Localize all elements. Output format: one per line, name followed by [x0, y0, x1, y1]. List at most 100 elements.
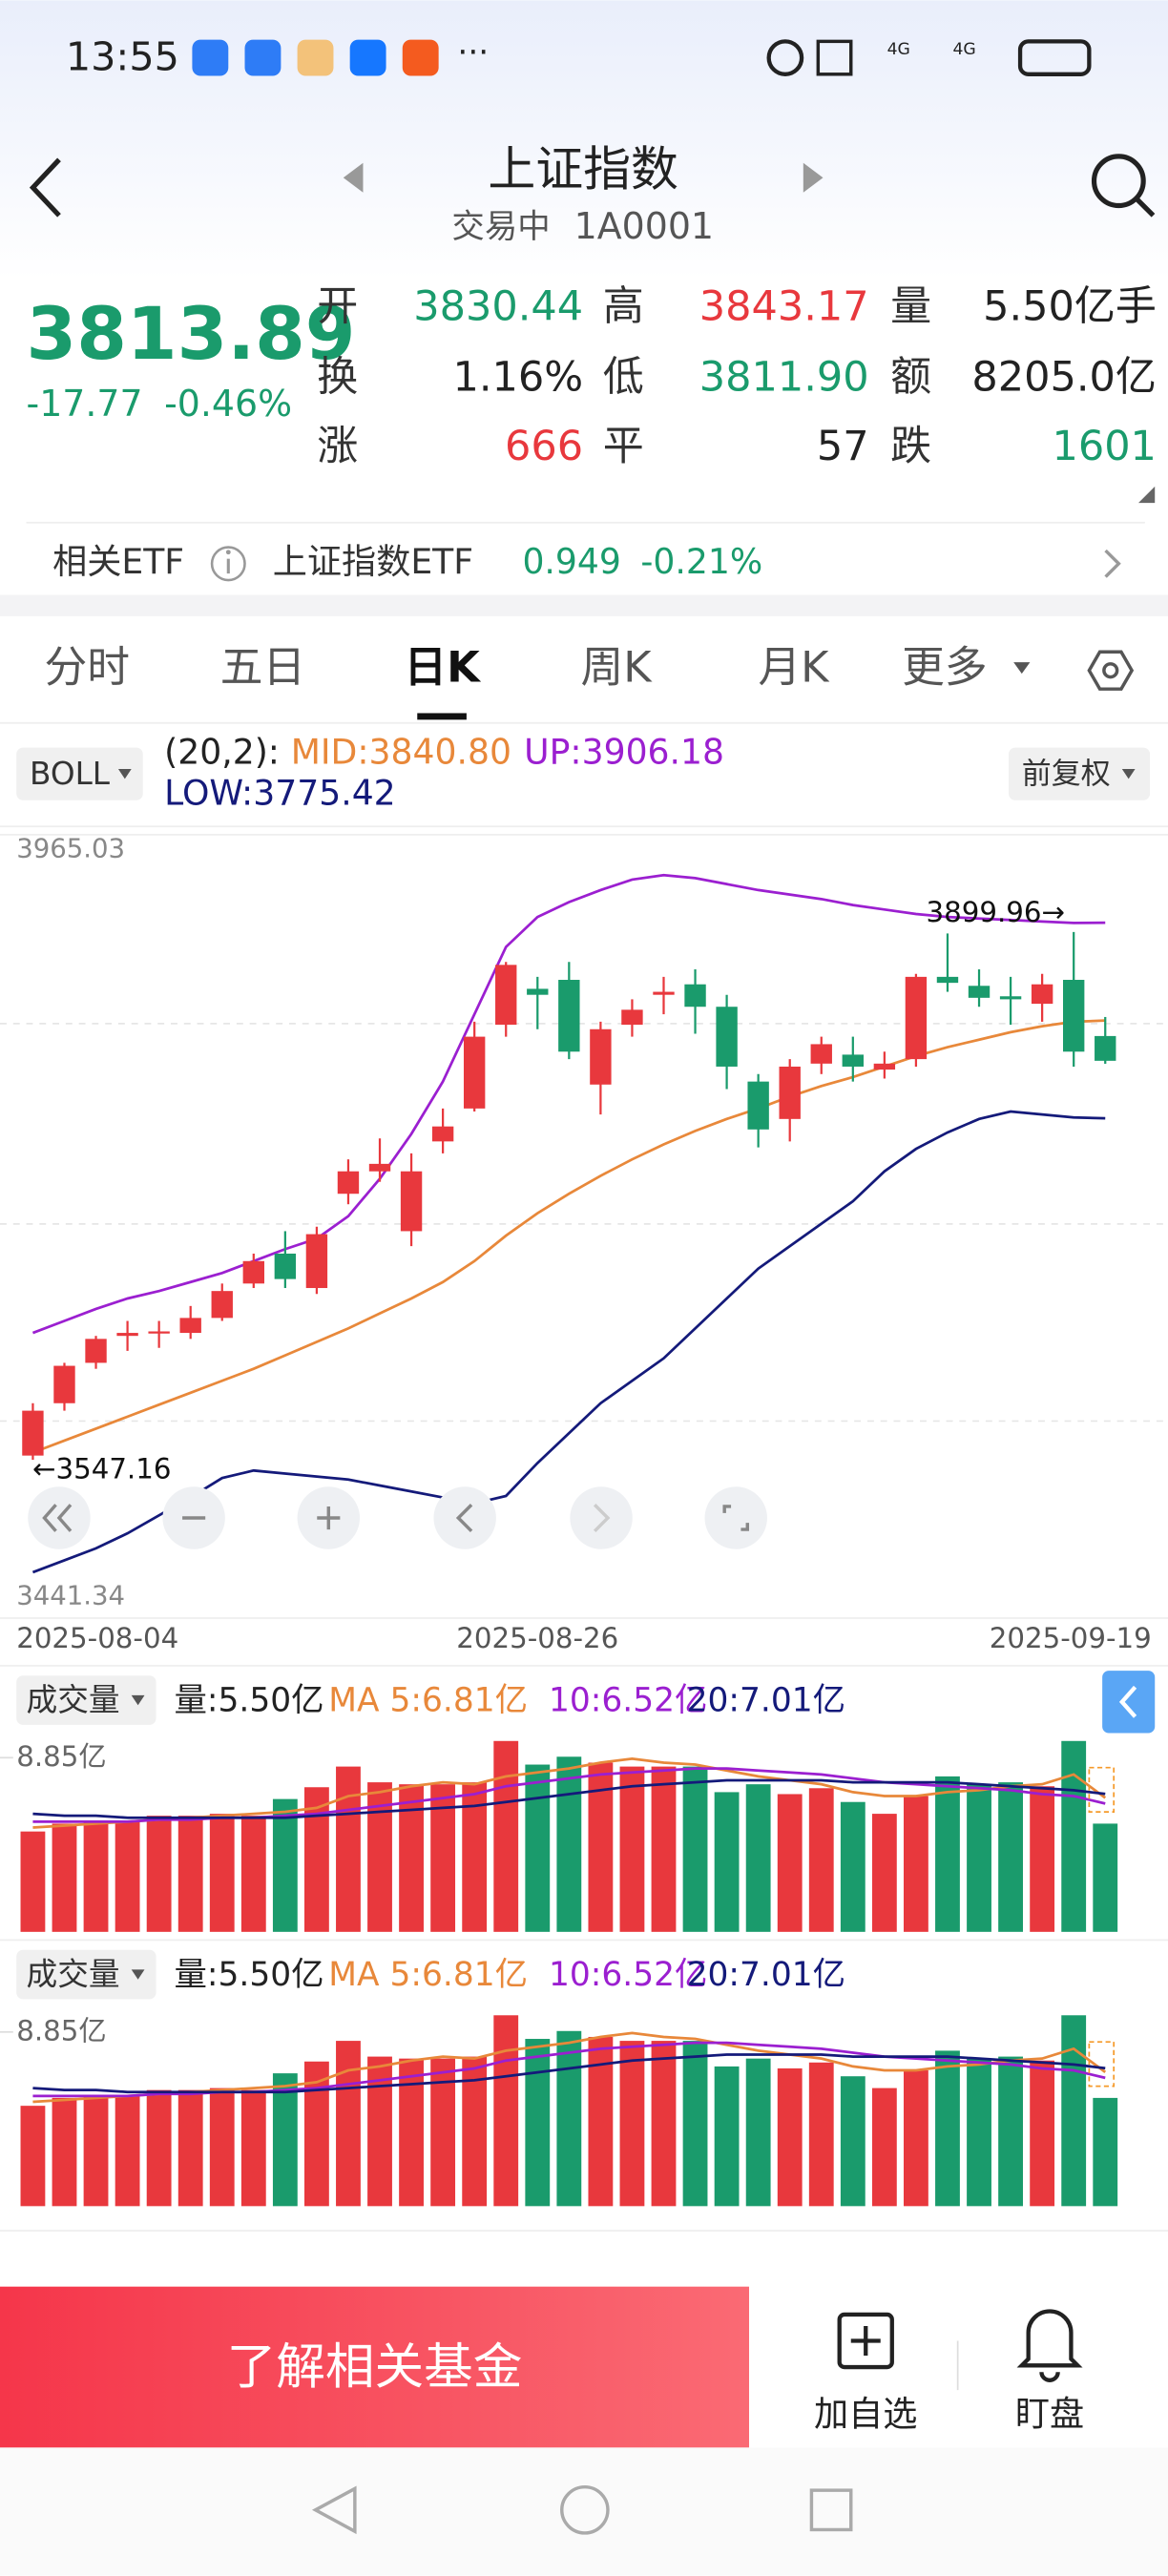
fund-button[interactable]: [0, 2286, 750, 2448]
chart-controls: [28, 1486, 767, 1549]
tab[interactable]: 周K: [581, 642, 654, 693]
back-button[interactable]: [29, 157, 61, 218]
volume-bar: [871, 1814, 897, 1932]
control-button[interactable]: [433, 1486, 496, 1549]
volume-bar: [336, 2041, 361, 2207]
etf-price: 0.949: [522, 541, 620, 582]
adjust-label: 前复权: [1022, 757, 1111, 791]
candle-body: [779, 1066, 801, 1119]
volume-bar: [177, 2089, 203, 2207]
volume-title: 成交量: [27, 1682, 120, 1718]
indicator-selector[interactable]: [16, 747, 143, 800]
volume-bar: [967, 2058, 991, 2207]
candle-body: [1062, 980, 1085, 1052]
control-button[interactable]: [704, 1486, 767, 1549]
legend-entry: UP:3906.18: [524, 732, 724, 773]
candle-body: [684, 984, 706, 1008]
volume-bar: [177, 1816, 203, 1932]
control-button[interactable]: [570, 1486, 633, 1549]
tab[interactable]: 分时: [44, 642, 130, 693]
candle-body: [527, 988, 549, 995]
nav-back[interactable]: [311, 2485, 357, 2535]
volume-bar: [209, 2088, 235, 2207]
candle-body: [85, 1339, 107, 1363]
candle-body: [148, 1331, 170, 1334]
candle-body: [1031, 984, 1053, 1005]
candle-body: [621, 1009, 643, 1026]
y-tick-label: 3441.34: [16, 1581, 125, 1611]
collapse-icon: [1118, 1685, 1137, 1718]
prev-button[interactable]: [343, 162, 364, 193]
volume-bar: [808, 1788, 834, 1932]
dropdown-caret: [131, 1694, 145, 1706]
info-icon[interactable]: [210, 546, 246, 582]
stat-value: 8205.0亿: [971, 354, 1157, 402]
volume-title: 成交量: [27, 1956, 120, 1992]
stat-label: 额: [890, 354, 931, 402]
volume-bar: [303, 1787, 329, 1932]
stat-value: 57: [817, 423, 869, 470]
dropdown-caret: [131, 1969, 145, 1980]
stat-value: 666: [505, 423, 583, 470]
candle-body: [368, 1163, 391, 1172]
watch-button[interactable]: [837, 2312, 894, 2370]
volume-bar: [1030, 2060, 1055, 2207]
volume-selector[interactable]: [16, 1675, 156, 1725]
stat-label: 高: [603, 282, 644, 330]
volume-bar: [399, 1784, 424, 1932]
volume-bar: [1093, 2097, 1118, 2207]
volume-bar: [714, 2066, 740, 2207]
volume-bar: [525, 2039, 551, 2207]
indicator-line: [32, 2053, 1106, 2094]
volume-bar: [303, 2061, 329, 2207]
volume-bar: [998, 2056, 1023, 2207]
next-button[interactable]: [803, 162, 824, 193]
nav-recent[interactable]: [809, 2488, 853, 2532]
volume-bar: [83, 2094, 109, 2207]
settings-button[interactable]: [1087, 650, 1135, 691]
candle-body: [53, 1365, 75, 1403]
highlight-box: [1088, 1766, 1116, 1814]
volume-bar: [240, 2089, 266, 2207]
candle-body: [842, 1054, 865, 1067]
candle-body: [716, 1007, 738, 1067]
nav-home[interactable]: [560, 2484, 610, 2535]
status-more: ···: [457, 34, 489, 73]
section-gap: [0, 594, 1168, 616]
stat-value: 3843.17: [699, 282, 869, 330]
indicator-line: [31, 1110, 1106, 1574]
low-annotation: ←3547.16: [32, 1453, 171, 1485]
search-button[interactable]: [1091, 154, 1156, 218]
volume-bar: [399, 2058, 424, 2207]
adjust-selector[interactable]: [1009, 747, 1151, 800]
page-title: 上证指数: [488, 142, 678, 197]
volume-bar: [83, 1820, 109, 1932]
tab[interactable]: 日K: [404, 642, 482, 693]
candle-body: [22, 1410, 44, 1456]
volume-bar: [1093, 1823, 1118, 1932]
volume-bar: [52, 2097, 77, 2207]
stat-label: 跌: [890, 423, 931, 470]
tab-underline: [417, 713, 467, 720]
volume-bar: [115, 2094, 140, 2207]
indicator-params: (20,2):: [164, 732, 280, 773]
tab[interactable]: 五日: [220, 642, 306, 693]
candle-body: [179, 1318, 201, 1334]
tab[interactable]: 更多: [902, 642, 987, 693]
volume-bar: [556, 1756, 582, 1932]
volume-bar: [52, 1823, 77, 1932]
collapse-tab[interactable]: [1102, 1671, 1156, 1734]
candle-body: [905, 976, 928, 1060]
volume-bar: [745, 2058, 771, 2207]
dropdown-caret: [1121, 769, 1136, 779]
stat-value: 5.50亿手: [983, 282, 1157, 330]
change-percent: -0.46%: [164, 383, 292, 425]
y-tick-label: 8.85亿: [16, 1740, 106, 1773]
tab[interactable]: 月K: [758, 642, 830, 693]
legend-entry: MA 5:6.81亿: [328, 1956, 528, 1994]
etf-arrow[interactable]: [1104, 549, 1121, 578]
monitor-button[interactable]: [1016, 2309, 1083, 2382]
volume-selector[interactable]: [16, 1949, 156, 2000]
etf-name[interactable]: 上证指数ETF: [273, 541, 473, 582]
